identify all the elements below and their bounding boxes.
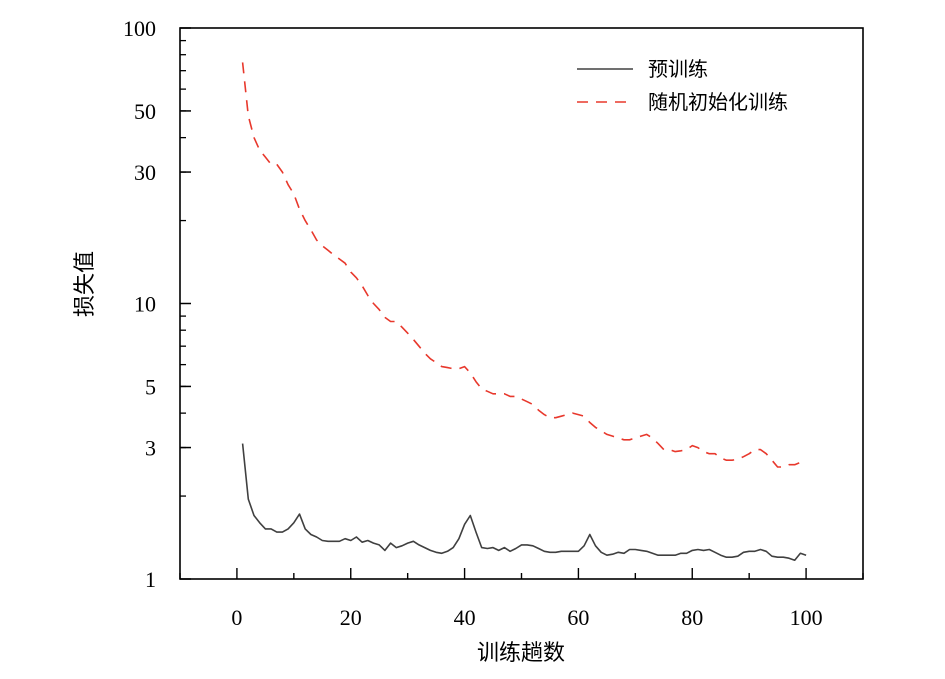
legend-label-random-init: 随机初始化训练 (648, 90, 788, 114)
x-tick-label: 100 (790, 605, 823, 630)
y-tick-label: 10 (134, 292, 156, 317)
x-axis-title: 训练趟数 (477, 641, 565, 666)
series-line-pretrain (241, 443, 807, 562)
series-layer (241, 62, 807, 562)
legend: 预训练 随机初始化训练 (577, 57, 788, 114)
y-axis-ticks: 1 3 5 10 30 50 100 (123, 16, 191, 592)
x-axis-ticks: 0 20 40 60 80 100 (179, 568, 864, 630)
y-axis-title: 损失值 (73, 251, 98, 317)
x-tick-label: 20 (340, 605, 362, 630)
y-tick-label: 100 (123, 16, 156, 41)
y-tick-label: 30 (134, 160, 156, 185)
x-tick-label: 60 (567, 605, 589, 630)
y-tick-label: 50 (134, 99, 156, 124)
series-line-random-init (241, 62, 807, 468)
x-tick-label: 0 (231, 605, 242, 630)
y-tick-label: 1 (145, 567, 156, 592)
y-tick-label: 5 (145, 374, 156, 399)
x-tick-label: 40 (454, 605, 476, 630)
x-tick-label: 80 (681, 605, 703, 630)
legend-label-pretrain: 预训练 (648, 57, 708, 81)
y-tick-label: 3 (145, 436, 156, 461)
